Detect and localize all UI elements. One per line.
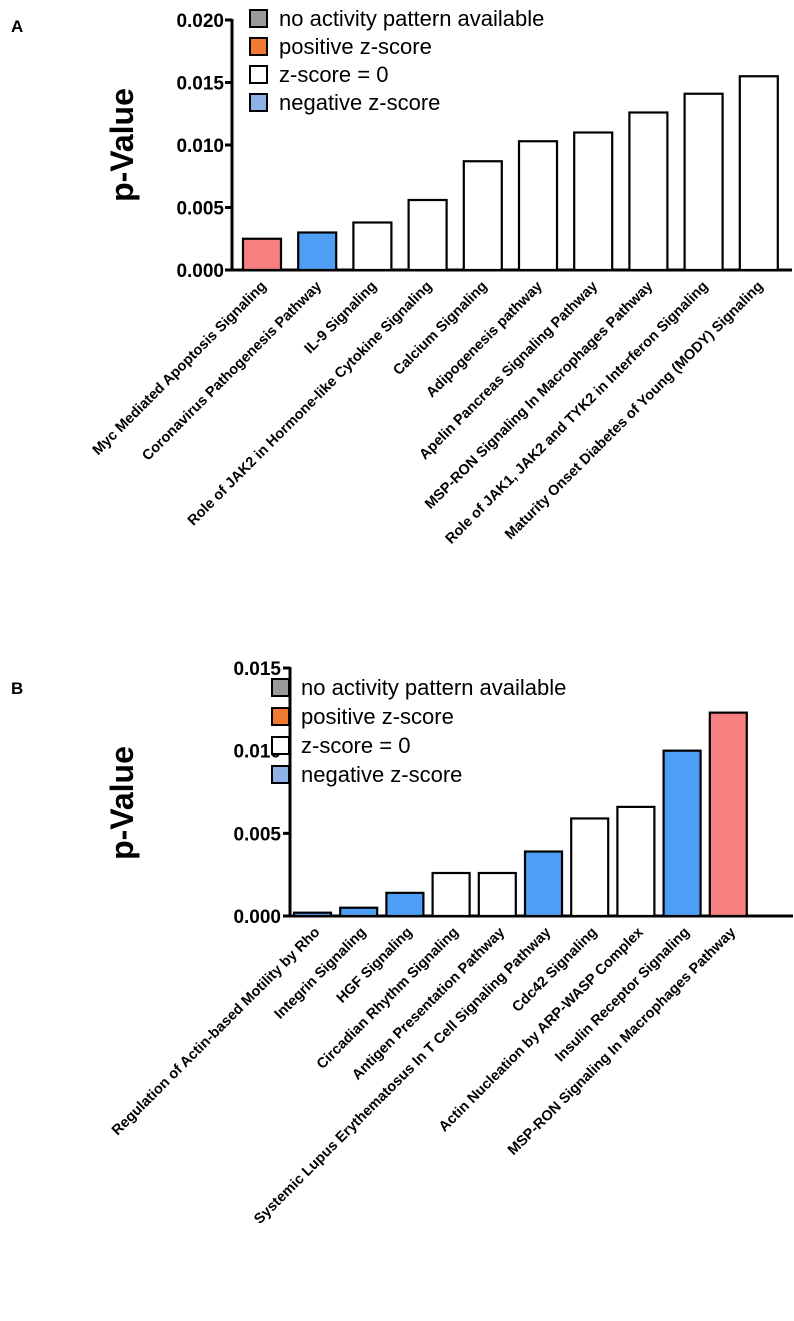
bar [352,221,393,272]
legend-label: positive z-score [301,704,454,729]
y-tick-label: 0.005 [233,824,281,845]
legend-label: no activity pattern available [279,6,544,31]
y-tick-label: 0.005 [176,199,224,220]
legend-swatch [271,678,290,697]
panel-label: A [11,17,23,36]
bar [407,198,448,272]
legend-swatch [271,736,290,755]
bar [517,140,559,272]
bar [573,131,614,272]
bar [462,160,503,272]
bar [616,805,656,918]
legend-label: negative z-score [279,90,440,115]
y-tick-label: 0.010 [176,136,224,157]
bar [738,75,779,272]
bar [683,92,724,272]
legend-swatch [249,93,268,112]
bar [477,871,517,918]
y-axis-title: p-Value [104,88,140,202]
chart-panel-b: Bp-Value 0.000 0.005 0.010 0.015 Regulation o… [11,659,793,1228]
y-tick-label: 0.010 [233,742,281,763]
legend-swatch [249,9,268,28]
y-axis-title: p-Value [104,746,140,860]
legend-swatch [271,707,290,726]
bar [570,817,610,918]
legend-label: negative z-score [301,762,462,787]
bar [523,850,564,918]
category-label: Maturity Onset Diabetes of Young (MODY) … [502,279,766,543]
y-tick-label: 0.015 [233,659,281,680]
legend-label: positive z-score [279,34,432,59]
y-tick-label: 0.015 [176,74,224,95]
legend-label: z-score = 0 [301,733,410,758]
y-tick-label: 0.020 [176,11,224,32]
bar [431,871,471,918]
bar [628,111,669,272]
bar [297,231,338,272]
panel-label: B [11,679,23,698]
category-label: Calcium Signaling [390,279,490,379]
legend-swatch [249,37,268,56]
y-tick-label: 0.000 [233,907,281,928]
bar [339,906,379,918]
category-label: Systemic Lupus Erythematosus In T Cell S… [251,925,554,1228]
category-label: Regulation of Actin-based Motility by Rh… [109,924,323,1138]
bar [292,911,333,918]
legend-swatch [249,65,268,84]
bar [385,891,425,918]
legend-label: z-score = 0 [279,62,388,87]
bar [241,237,283,272]
bar [708,711,748,918]
legend-swatch [271,765,290,784]
category-label: Role of JAK1, JAK2 and TYK2 in Interfero… [443,279,712,548]
category-label: Cdc42 Signaling [509,925,600,1016]
bar [662,749,702,918]
y-tick-label: 0.000 [176,261,224,282]
legend-label: no activity pattern available [301,675,566,700]
